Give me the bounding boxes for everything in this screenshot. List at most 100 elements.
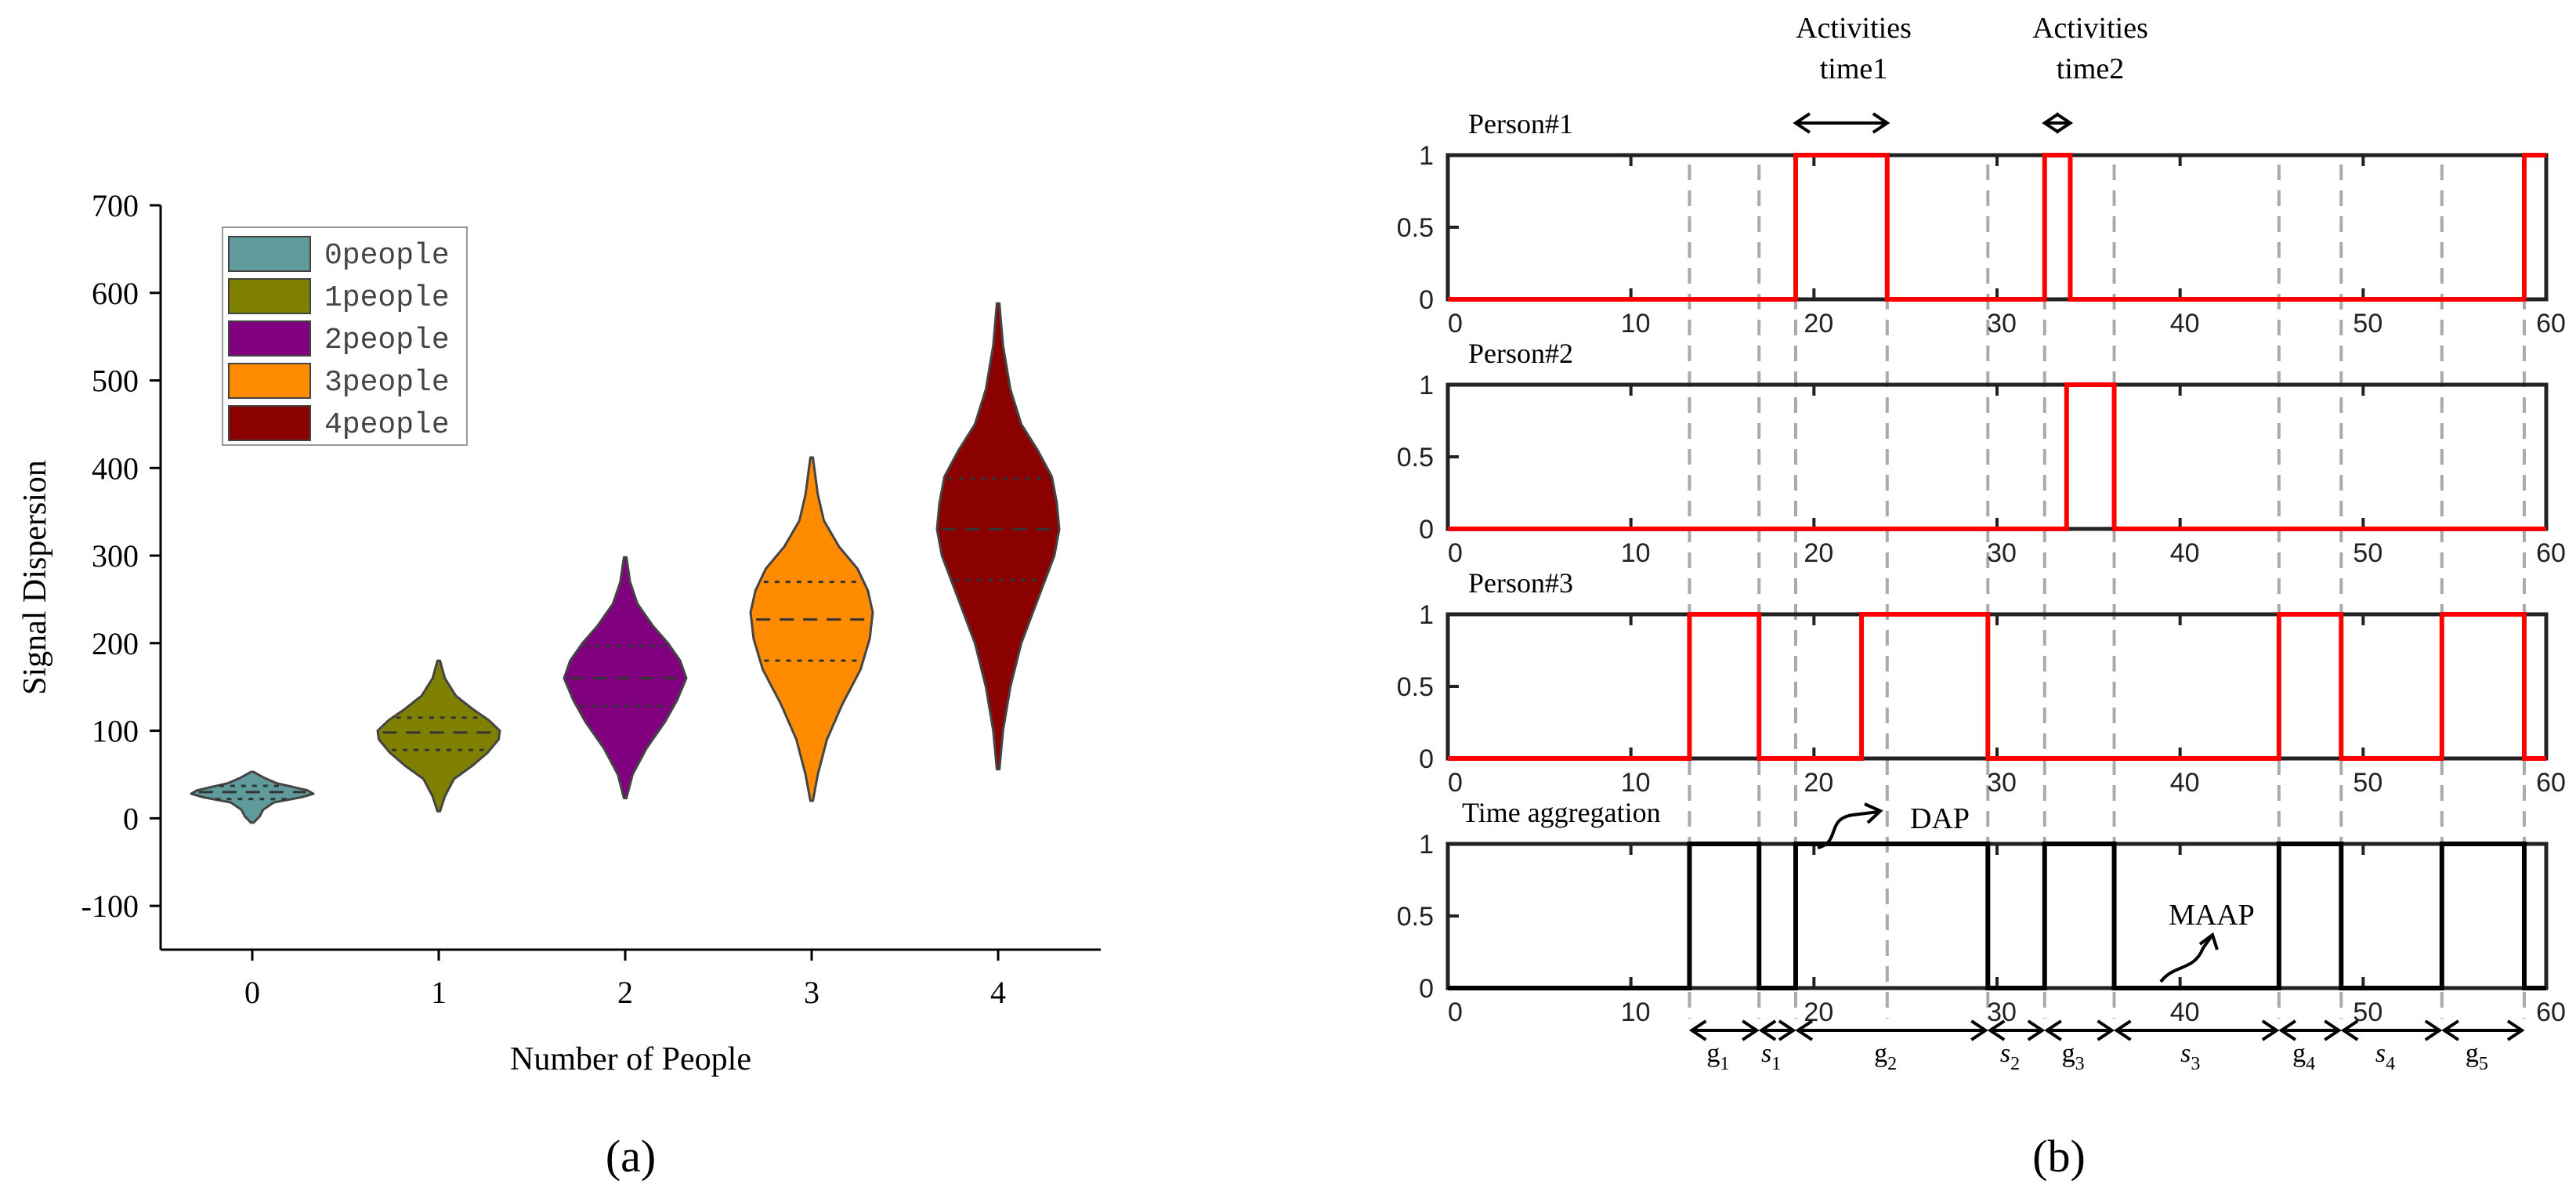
- segment-label: g4: [2292, 1039, 2315, 1074]
- x-tick-label: 40: [2170, 538, 2200, 568]
- step-trace: [1448, 612, 2546, 761]
- y-tick-label: 600: [92, 276, 139, 311]
- arrow-head-left: [2278, 1019, 2296, 1041]
- arrow-head-left: [2042, 112, 2060, 134]
- segment-arrow: [1688, 1019, 1760, 1041]
- segment-arrow: [2044, 1019, 2115, 1041]
- legend-label: 1people: [324, 281, 450, 315]
- legend-label: 0people: [324, 239, 450, 273]
- y-tick-label: -100: [81, 889, 139, 924]
- y-tick-label: 200: [92, 626, 139, 661]
- panel-label: Person#2: [1468, 338, 1573, 369]
- x-tick-label: 10: [1621, 538, 1651, 568]
- activities-label: time2: [2057, 52, 2125, 85]
- arrow-head-left: [1795, 1019, 1814, 1041]
- panel: 0 10 20 30 40 50 60 0 0.5 1 Person#2: [1397, 338, 2566, 568]
- panel-label: Time aggregation: [1462, 797, 1661, 828]
- segment-label: g5: [2466, 1039, 2488, 1074]
- arrow-head-right: [2424, 1019, 2443, 1041]
- segment-arrow: [2441, 1019, 2525, 1041]
- arrow-head-right: [1742, 1019, 1760, 1041]
- segment-label: g2: [1874, 1039, 1897, 1074]
- arrow-head-left: [2044, 1019, 2062, 1041]
- x-tick-label: 20: [1804, 538, 1833, 568]
- x-tick-label: 50: [2353, 538, 2382, 568]
- arrow-head-right: [2324, 1019, 2342, 1041]
- arrow-head-right: [1872, 112, 1890, 134]
- y-tick-label: 0.5: [1397, 672, 1434, 702]
- y-tick-label: 1: [1419, 141, 1434, 171]
- x-tick-label: 60: [2536, 538, 2566, 568]
- violin-1people: [376, 659, 501, 813]
- y-tick-label: 0: [123, 801, 139, 836]
- y-tick-label: 0.5: [1397, 213, 1434, 243]
- x-tick-label: 0: [1448, 997, 1463, 1027]
- segment-label: s3: [2180, 1039, 2200, 1074]
- x-tick-label: 20: [1804, 768, 1833, 798]
- y-tick-label: 0: [1419, 974, 1434, 1004]
- segment-arrow: [1987, 1019, 2046, 1041]
- y-tick-label: 1: [1419, 371, 1434, 400]
- legend-swatch: [228, 236, 311, 272]
- legend-swatch: [228, 320, 311, 357]
- arrow-head-right: [1970, 1019, 1988, 1041]
- arrow-head-right: [2506, 1019, 2525, 1041]
- segment-label: g3: [2062, 1039, 2085, 1074]
- x-tick-label: 10: [1621, 997, 1651, 1027]
- arrow-head-left: [1793, 112, 1811, 134]
- violin-4people: [935, 302, 1061, 771]
- legend-swatch: [228, 405, 311, 441]
- segment-arrow: [2278, 1019, 2342, 1041]
- arrow-head-left: [1688, 1019, 1707, 1041]
- arrow-head-left: [1758, 1019, 1777, 1041]
- panel-frame: [1445, 382, 2549, 531]
- y-tick-label: 100: [92, 714, 139, 749]
- legend-swatch: [228, 363, 311, 399]
- segment-label: g1: [1706, 1039, 1729, 1074]
- x-tick-label: 40: [2170, 768, 2200, 798]
- segment-arrow: [2340, 1019, 2443, 1041]
- panel-label: Person#1: [1468, 108, 1573, 139]
- arrow-head-right: [2097, 1019, 2115, 1041]
- x-tick-label: 10: [1621, 768, 1651, 798]
- violin-0people: [190, 770, 315, 824]
- y-tick-label: 0.5: [1397, 902, 1434, 932]
- x-tick-label: 0: [1448, 538, 1463, 568]
- arrow-head-left: [1987, 1019, 2006, 1041]
- legend-label: 4people: [324, 408, 450, 442]
- x-tick-label: 10: [1621, 309, 1651, 338]
- y-tick-label: 400: [92, 451, 139, 486]
- caption-a: (a): [606, 1131, 656, 1182]
- x-tick-label: 60: [2536, 768, 2566, 798]
- y-tick-label: 0: [1419, 744, 1434, 774]
- segment-label: s4: [2375, 1039, 2395, 1074]
- x-tick-label: 4: [990, 975, 1006, 1010]
- y-tick-label: 300: [92, 538, 139, 574]
- activities-label: Activities: [2032, 12, 2148, 45]
- legend: 0people 1people 2people 3people 4people: [222, 226, 468, 446]
- arrow-head-left: [2441, 1019, 2459, 1041]
- segment-arrow: [1758, 1019, 1796, 1041]
- x-tick-label: 0: [1448, 768, 1463, 798]
- x-tick-label: 60: [2536, 309, 2566, 338]
- activities-label: Activities: [1796, 12, 1912, 45]
- activities-arrow: [1793, 112, 1890, 134]
- legend-label: 3people: [324, 366, 450, 400]
- segment-label: s1: [1761, 1039, 1781, 1074]
- y-tick-label: 500: [92, 364, 139, 399]
- y-axis-title: Signal Dispersion: [17, 460, 53, 695]
- annotation-maap: MAAP: [2169, 899, 2255, 932]
- dap-pointer: [1817, 810, 1880, 849]
- arrow-head-right: [2261, 1019, 2280, 1041]
- arrow-head-left: [2113, 1019, 2132, 1041]
- y-tick-label: 1: [1419, 830, 1434, 860]
- panel-frame: [1445, 153, 2549, 302]
- x-tick-label: 50: [2353, 309, 2382, 338]
- y-tick-label: 1: [1419, 600, 1434, 630]
- violin-chart: -100 0 100 200 300 400 500 600 700 0 1 2 3 4 Number of…: [17, 188, 1101, 1077]
- step-trace: [1448, 382, 2546, 531]
- x-tick-label: 30: [1987, 768, 2017, 798]
- x-tick-label: 40: [2170, 309, 2200, 338]
